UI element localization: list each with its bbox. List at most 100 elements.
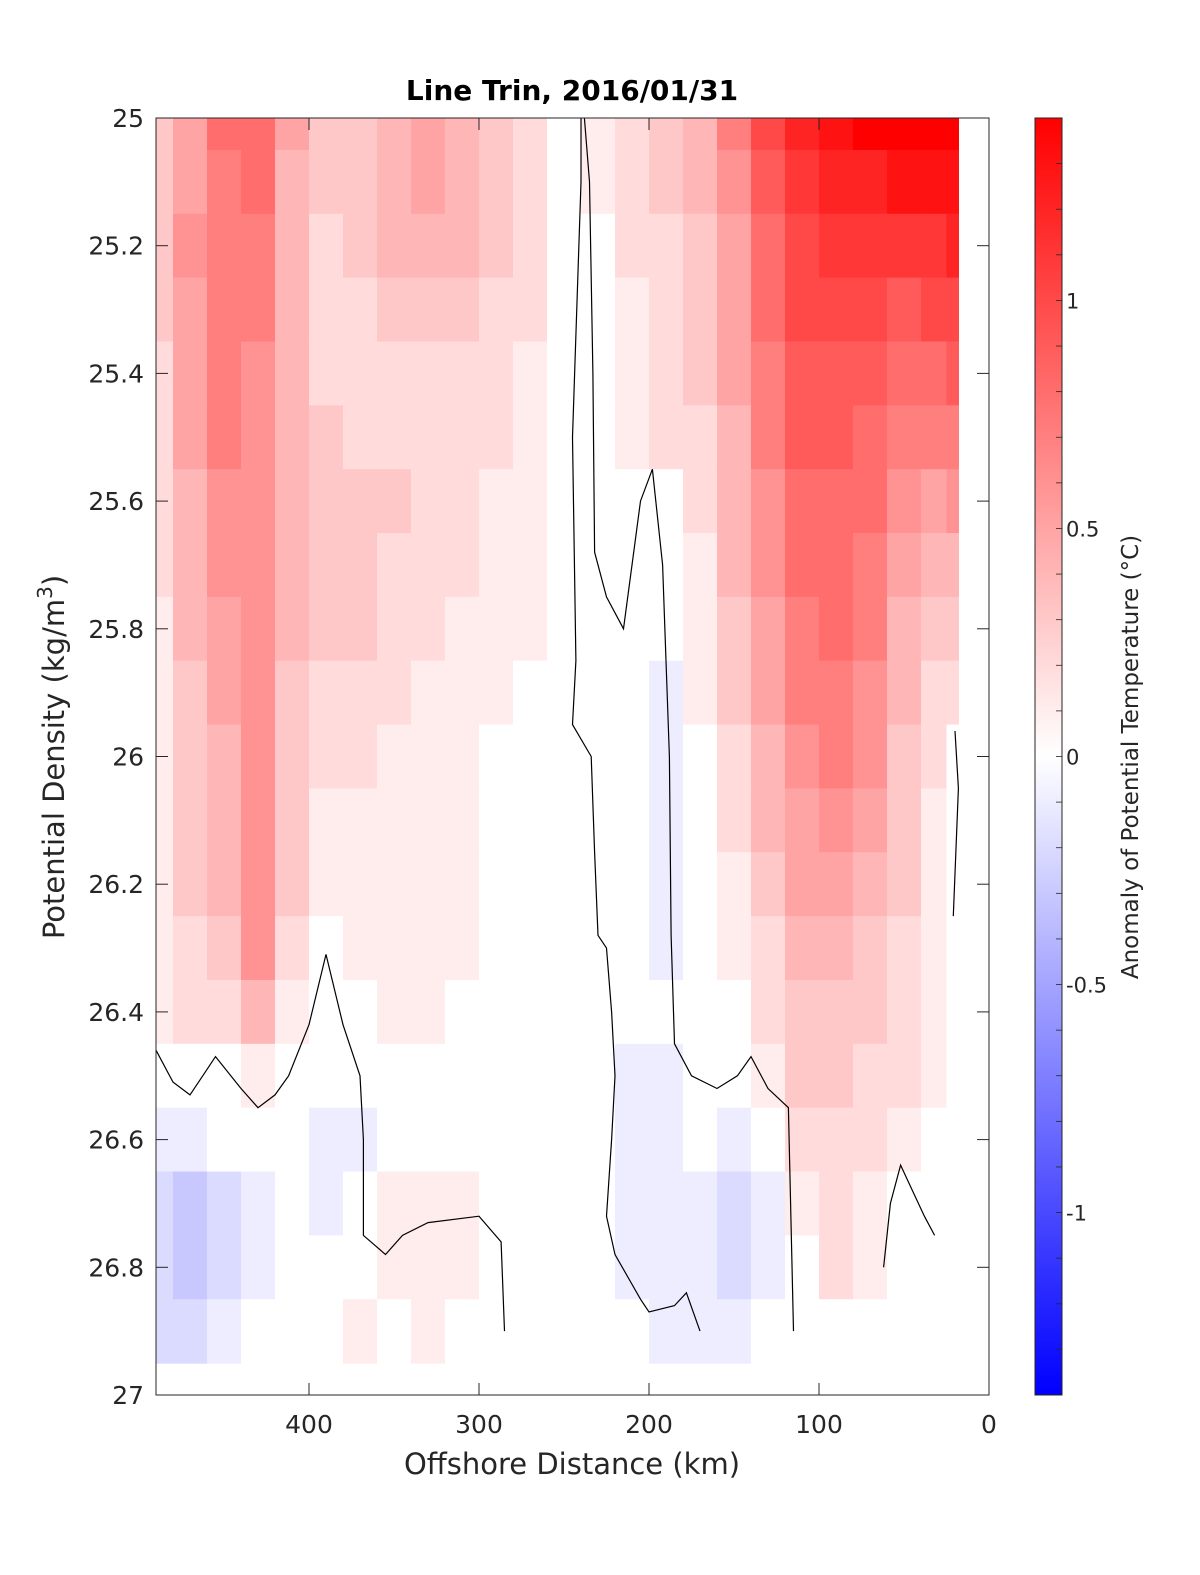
anomaly-cell xyxy=(275,979,310,1045)
anomaly-cell xyxy=(819,1043,854,1109)
anomaly-cell xyxy=(411,405,446,470)
anomaly-cell xyxy=(445,341,480,406)
anomaly-cell xyxy=(887,405,922,470)
anomaly-cell xyxy=(479,1043,514,1109)
anomaly-cell xyxy=(615,1107,650,1173)
anomaly-cell xyxy=(411,277,446,343)
anomaly-cell xyxy=(156,1171,174,1236)
anomaly-cell xyxy=(513,979,548,1045)
anomaly-cell xyxy=(649,979,684,1045)
anomaly-cell xyxy=(445,213,480,279)
anomaly-cell xyxy=(581,596,616,662)
anomaly-cell xyxy=(887,277,922,343)
zero-contour xyxy=(156,954,506,1332)
anomaly-cell xyxy=(717,341,752,406)
anomaly-cell xyxy=(241,1235,276,1300)
anomaly-cell xyxy=(921,1171,948,1236)
anomaly-cell xyxy=(309,277,344,343)
anomaly-cell xyxy=(411,596,446,662)
anomaly-cell xyxy=(946,1043,959,1109)
anomaly-cell xyxy=(683,1107,718,1173)
anomaly-cell xyxy=(819,1299,854,1364)
anomaly-cell xyxy=(173,660,208,726)
anomaly-cell xyxy=(921,1299,948,1364)
anomaly-cell xyxy=(717,916,752,981)
anomaly-cell xyxy=(946,660,959,726)
anomaly-cell xyxy=(445,118,480,151)
anomaly-cell xyxy=(241,533,276,598)
anomaly-cell xyxy=(887,533,922,598)
anomaly-cell xyxy=(513,118,548,151)
anomaly-cell xyxy=(275,341,310,406)
y-axis: 25 25.2 25.4 25.6 25.8 26 26.2 26.4 26.6 26.8 27 xyxy=(88,104,989,1410)
anomaly-cell xyxy=(921,469,948,534)
anomaly-cell xyxy=(649,118,684,151)
anomaly-cell xyxy=(581,213,616,279)
anomaly-cell xyxy=(207,1107,242,1173)
anomaly-cell xyxy=(309,788,344,853)
colorbar-frame xyxy=(1034,117,1063,1396)
anomaly-cell xyxy=(785,596,820,662)
anomaly-cell xyxy=(887,1107,922,1173)
anomaly-cell xyxy=(411,1299,446,1364)
anomaly-cell xyxy=(785,1235,820,1300)
anomaly-cell xyxy=(309,660,344,726)
anomaly-cell xyxy=(581,724,616,790)
anomaly-cell xyxy=(275,724,310,790)
anomaly-cell xyxy=(921,1107,948,1173)
anomaly-cell xyxy=(751,916,786,981)
anomaly-cell xyxy=(581,277,616,343)
anomaly-cell xyxy=(819,852,854,917)
colorbar-tick-label: -1 xyxy=(1066,1202,1087,1226)
anomaly-cell xyxy=(887,724,922,790)
anomaly-cell xyxy=(377,660,412,726)
colorbar-label: Anomaly of Potential Temperature (°C) xyxy=(1118,535,1144,979)
anomaly-cell xyxy=(887,660,922,726)
x-tick-label: 400 xyxy=(285,1410,333,1439)
anomaly-cell xyxy=(785,533,820,598)
anomaly-cell xyxy=(649,469,684,534)
anomaly-cell xyxy=(819,1171,854,1236)
anomaly-cell xyxy=(921,660,948,726)
anomaly-cell xyxy=(547,852,582,917)
anomaly-cell xyxy=(173,213,208,279)
anomaly-cell xyxy=(207,213,242,279)
y-tick-label: 25 xyxy=(112,104,144,133)
x-tick-label: 300 xyxy=(455,1410,503,1439)
anomaly-cell xyxy=(946,149,959,215)
anomaly-cell xyxy=(751,852,786,917)
anomaly-cell xyxy=(946,1299,959,1364)
anomaly-cell xyxy=(207,469,242,534)
anomaly-cell xyxy=(581,1299,616,1364)
anomaly-cell xyxy=(513,1235,548,1300)
y-tick-label: 26.4 xyxy=(88,998,144,1027)
y-tick-label: 27 xyxy=(112,1381,144,1410)
anomaly-cell xyxy=(343,724,378,790)
anomaly-cell xyxy=(309,149,344,215)
anomaly-cell xyxy=(377,149,412,215)
anomaly-cell xyxy=(411,213,446,279)
anomaly-cell xyxy=(785,118,820,151)
anomaly-cell xyxy=(309,1107,344,1173)
anomaly-cell xyxy=(751,724,786,790)
anomaly-cell xyxy=(513,724,548,790)
anomaly-cell xyxy=(445,852,480,917)
anomaly-cell xyxy=(683,405,718,470)
anomaly-cell xyxy=(343,277,378,343)
anomaly-cell xyxy=(946,1107,959,1173)
anomaly-cell xyxy=(343,533,378,598)
anomaly-cell xyxy=(581,1043,616,1109)
anomaly-cell xyxy=(785,149,820,215)
anomaly-cell xyxy=(853,1107,888,1173)
y-axis-label-main: Potential Density (kg/m xyxy=(37,599,71,939)
anomaly-cell xyxy=(411,788,446,853)
anomaly-cell xyxy=(751,788,786,853)
anomaly-cell xyxy=(819,118,854,151)
anomaly-cell xyxy=(445,1235,480,1300)
anomaly-cell xyxy=(411,979,446,1045)
anomaly-cell xyxy=(649,1043,684,1109)
anomaly-cell xyxy=(377,916,412,981)
anomaly-cell xyxy=(156,118,174,151)
anomaly-cell xyxy=(649,533,684,598)
anomaly-cell xyxy=(513,1107,548,1173)
